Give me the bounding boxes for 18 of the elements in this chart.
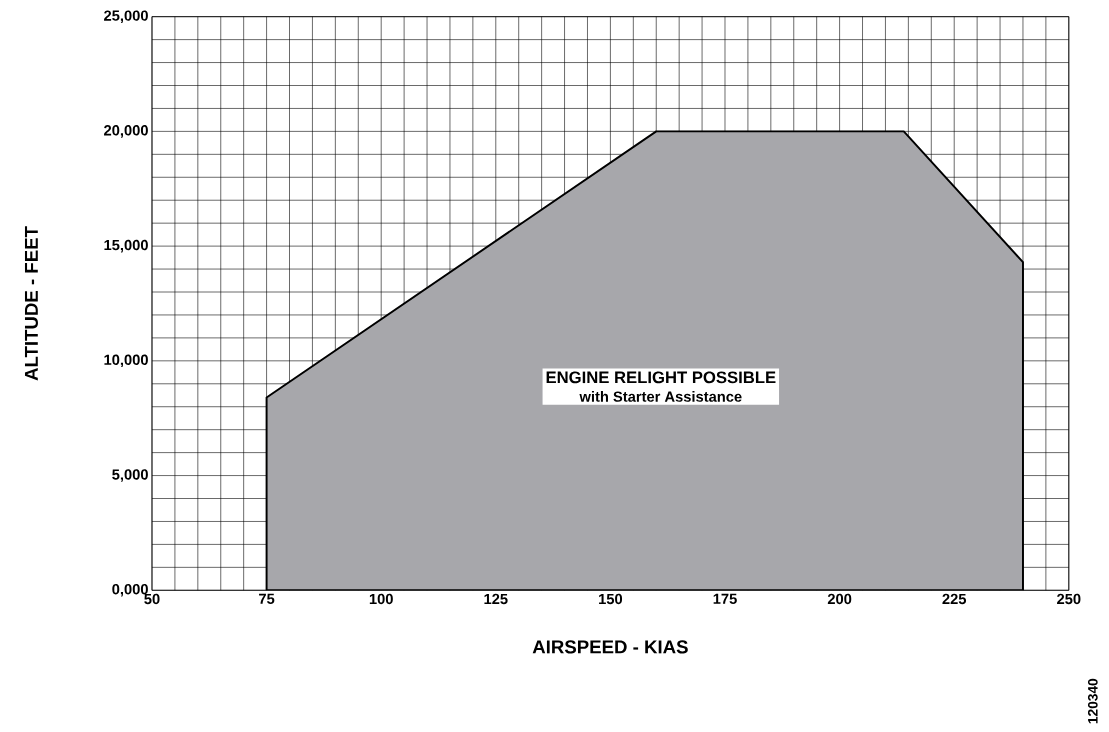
- x-tick-label: 175: [713, 593, 737, 604]
- y-axis-title: ALTITUDE - FEET: [24, 226, 38, 381]
- x-tick-label: 225: [942, 593, 967, 604]
- y-tick-label: 15,000: [104, 239, 148, 253]
- y-tick-label: 10,000: [104, 354, 148, 367]
- annotation: with Starter Assistance: [579, 390, 742, 402]
- x-tick-label: 100: [369, 593, 393, 604]
- y-tick-label: 25,000: [104, 10, 148, 23]
- x-tick-label: 250: [1057, 593, 1081, 604]
- y-tick-label: 20,000: [104, 124, 148, 138]
- x-tick-label: 125: [484, 593, 508, 604]
- x-tick-label: 200: [827, 593, 852, 604]
- x-tick-label: 75: [259, 593, 275, 604]
- y-tick-label: 5,000: [112, 469, 148, 482]
- text: 120340: [1087, 678, 1098, 724]
- x-tick-label: 150: [599, 593, 623, 604]
- annotation: ENGINE RELIGHT POSSIBLE: [546, 371, 776, 384]
- x-axis-title: AIRSPEED - KIAS: [532, 640, 688, 654]
